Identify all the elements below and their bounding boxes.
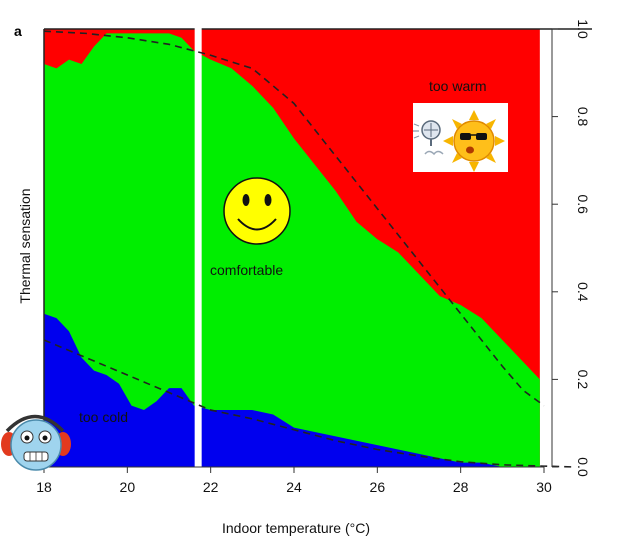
too-warm-fit-line bbox=[43, 30, 545, 407]
x-tick-label: 30 bbox=[536, 479, 552, 495]
smiley-face-icon bbox=[223, 177, 291, 245]
x-axis-label: Indoor temperature (°C) bbox=[222, 520, 370, 536]
comfortable-label: comfortable bbox=[210, 262, 283, 278]
x-tick-label: 20 bbox=[120, 479, 136, 495]
x-axis: 18 20 22 24 26 28 30 bbox=[36, 466, 552, 495]
hot-sun-icon bbox=[413, 103, 508, 172]
x-tick-label: 22 bbox=[203, 479, 219, 495]
too-warm-label: too warm bbox=[429, 78, 487, 94]
too-cold-area bbox=[44, 313, 540, 467]
y-tick-label: 1.0 bbox=[575, 19, 591, 39]
x-tick-label: 28 bbox=[453, 479, 469, 495]
y-axis: 0.0 0.2 0.4 0.6 0.8 1.0 bbox=[551, 19, 591, 477]
panel-label: a bbox=[14, 23, 22, 39]
y-tick-label: 0.2 bbox=[575, 370, 591, 390]
gap-divider bbox=[194, 27, 202, 469]
y-tick-label: 0.4 bbox=[575, 282, 591, 302]
too-cold-label: too cold bbox=[79, 409, 128, 425]
y-tick-label: 0.8 bbox=[575, 107, 591, 127]
y-tick-label: 0.0 bbox=[575, 457, 591, 477]
y-axis-label: Thermal sensation bbox=[17, 188, 33, 303]
too-cold-fit-line bbox=[43, 339, 577, 468]
x-tick-label: 24 bbox=[286, 479, 302, 495]
plot-area bbox=[43, 27, 592, 469]
x-tick-label: 18 bbox=[36, 479, 52, 495]
x-tick-label: 26 bbox=[370, 479, 386, 495]
freezing-face-icon bbox=[1, 414, 71, 471]
comfortable-area bbox=[44, 33, 540, 467]
y-tick-label: 0.6 bbox=[575, 194, 591, 214]
